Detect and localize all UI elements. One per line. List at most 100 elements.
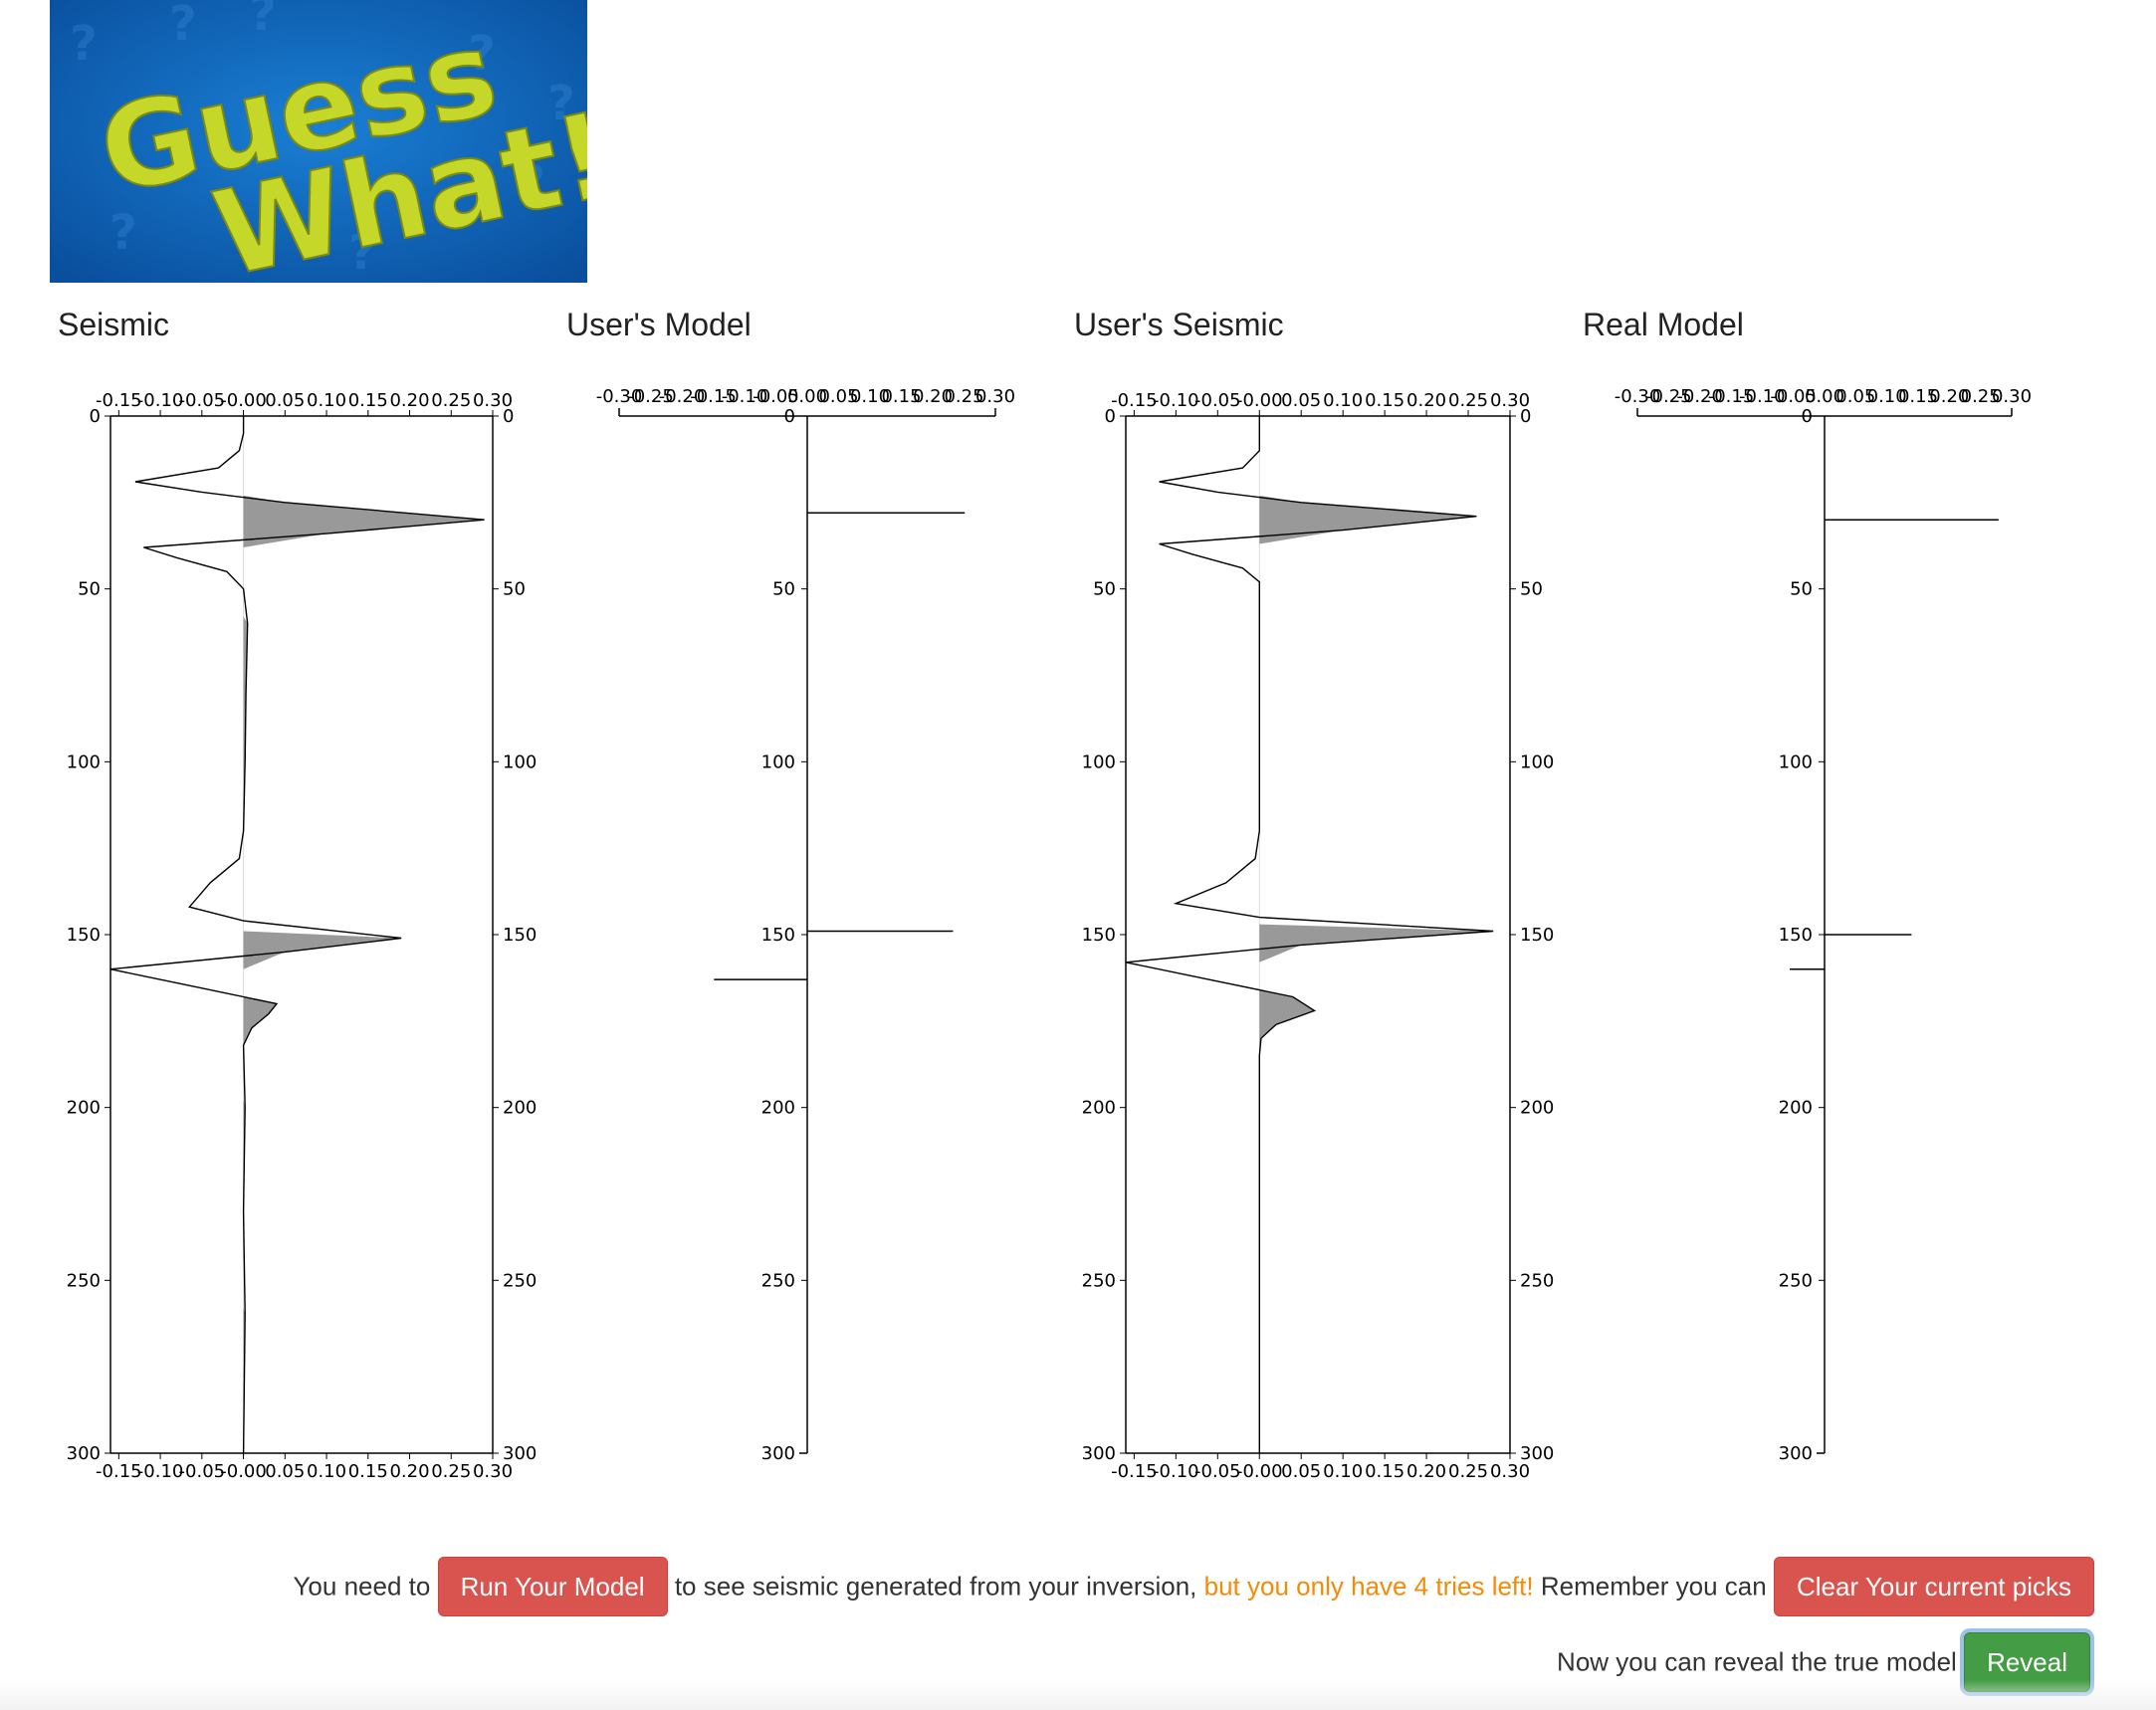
run-controls-row: You need to Run Your Model to see seismi… bbox=[0, 1557, 2156, 1616]
y-tick-label-left: 100 bbox=[1082, 751, 1116, 772]
x-tick-label-top: 0.10 bbox=[1323, 390, 1363, 411]
run-model-button[interactable]: Run Your Model bbox=[437, 1557, 668, 1616]
y-tick-label-left: 0 bbox=[1105, 406, 1116, 427]
svg-text:?: ? bbox=[518, 155, 545, 211]
x-tick-label-top: 0.15 bbox=[348, 390, 388, 411]
x-tick-label-bottom: 0.15 bbox=[1365, 1461, 1404, 1482]
panel-title-real-model: Real Model bbox=[1583, 307, 1744, 342]
x-tick-label: -0.30 bbox=[1615, 386, 1661, 407]
x-tick-label: -0.25 bbox=[1645, 386, 1692, 407]
y-tick-label-left: 300 bbox=[67, 1443, 101, 1464]
x-tick-label: -0.25 bbox=[627, 386, 674, 407]
svg-text:?: ? bbox=[70, 16, 98, 72]
x-tick-label-top: 0.05 bbox=[1281, 390, 1321, 411]
x-tick-label-top: 0.15 bbox=[1365, 390, 1404, 411]
x-tick-label-bottom: 0.10 bbox=[307, 1461, 346, 1482]
x-tick-label: -0.20 bbox=[659, 386, 706, 407]
x-tick-label-bottom: 0.25 bbox=[1448, 1461, 1488, 1482]
y-tick-label: 300 bbox=[1779, 1443, 1813, 1464]
y-tick-label-right: 250 bbox=[503, 1270, 537, 1291]
positive-fill bbox=[1259, 495, 1494, 1056]
x-tick-label: 0.15 bbox=[1898, 386, 1938, 407]
svg-text:?: ? bbox=[547, 76, 575, 131]
y-tick-label-right: 300 bbox=[503, 1443, 537, 1464]
x-tick-label-bottom: -0.05 bbox=[1194, 1461, 1241, 1482]
instruction-text-remember: Remember you can bbox=[1540, 1571, 1767, 1602]
x-tick-label-bottom: 0.30 bbox=[1490, 1461, 1530, 1482]
x-tick-label: 0.00 bbox=[787, 386, 827, 407]
y-tick-label-right: 300 bbox=[1520, 1443, 1554, 1464]
x-tick-label-bottom: 0.20 bbox=[1406, 1461, 1446, 1482]
reveal-controls-row: Now you can reveal the true model Reveal bbox=[0, 1632, 2156, 1692]
seismic-trace bbox=[1125, 416, 1494, 1453]
y-tick-label-left: 50 bbox=[78, 579, 101, 600]
x-tick-label: -0.10 bbox=[1739, 386, 1786, 407]
x-tick-label: 0.10 bbox=[1867, 386, 1907, 407]
y-tick-label: 300 bbox=[761, 1443, 795, 1464]
x-tick-label: -0.10 bbox=[722, 386, 768, 407]
guess-what-logo: ??? ??? ?? Guess What! bbox=[50, 0, 587, 283]
x-tick-label-bottom: -0.10 bbox=[1153, 1461, 1199, 1482]
y-tick-label: 0 bbox=[1802, 406, 1813, 427]
x-tick-label-bottom: -0.00 bbox=[220, 1461, 267, 1482]
x-tick-label-bottom: 0.15 bbox=[348, 1461, 388, 1482]
y-tick-label: 150 bbox=[1779, 925, 1813, 946]
panel-title-users-seismic: User's Seismic bbox=[1074, 307, 1284, 342]
y-tick-label-right: 50 bbox=[1520, 579, 1543, 600]
y-tick-label: 100 bbox=[761, 751, 795, 772]
x-tick-label: 0.20 bbox=[1929, 386, 1969, 407]
x-tick-label-bottom: -0.00 bbox=[1236, 1461, 1283, 1482]
y-tick-label-left: 150 bbox=[67, 925, 101, 946]
y-tick-label-left: 200 bbox=[67, 1098, 101, 1119]
svg-text:?: ? bbox=[109, 205, 137, 261]
chart-3: -0.30-0.25-0.20-0.15-0.10-0.050.000.050.… bbox=[1615, 386, 2032, 1464]
x-tick-label: 0.10 bbox=[850, 386, 890, 407]
y-tick-label-left: 300 bbox=[1082, 1443, 1116, 1464]
y-tick-label: 200 bbox=[1779, 1098, 1813, 1119]
page-bottom-fade bbox=[0, 1680, 2156, 1710]
x-tick-label-bottom: 0.05 bbox=[265, 1461, 305, 1482]
x-tick-label-top: -0.10 bbox=[1153, 390, 1199, 411]
y-tick-label-left: 50 bbox=[1093, 579, 1116, 600]
x-tick-label-top: 0.20 bbox=[1406, 390, 1446, 411]
x-tick-label: -0.15 bbox=[690, 386, 737, 407]
x-tick-label: 0.05 bbox=[1835, 386, 1875, 407]
x-tick-label-top: -0.00 bbox=[220, 390, 267, 411]
x-tick-label: 0.20 bbox=[913, 386, 953, 407]
x-tick-label-top: -0.00 bbox=[1236, 390, 1283, 411]
x-tick-label-top: -0.05 bbox=[1194, 390, 1241, 411]
x-tick-label: -0.15 bbox=[1708, 386, 1755, 407]
panel-title-seismic: Seismic bbox=[58, 307, 170, 342]
x-tick-label: -0.05 bbox=[1770, 386, 1817, 407]
y-tick-label-left: 150 bbox=[1082, 925, 1116, 946]
x-tick-label-bottom: -0.05 bbox=[179, 1461, 226, 1482]
x-tick-label-top: -0.15 bbox=[96, 390, 142, 411]
panel-title-users-model: User's Model bbox=[566, 307, 752, 342]
y-tick-label: 200 bbox=[761, 1098, 795, 1119]
x-tick-label-top: 0.05 bbox=[265, 390, 305, 411]
instruction-text-need: You need to bbox=[293, 1571, 431, 1602]
positive-fill bbox=[243, 495, 485, 1453]
x-tick-label-bottom: 0.10 bbox=[1323, 1461, 1363, 1482]
x-tick-label: 0.05 bbox=[818, 386, 858, 407]
y-tick-label: 50 bbox=[1790, 579, 1813, 600]
charts-area: -0.15-0.15-0.10-0.10-0.05-0.05-0.00-0.00… bbox=[67, 386, 2032, 1482]
y-tick-label-right: 50 bbox=[503, 579, 526, 600]
x-tick-label-top: 0.10 bbox=[307, 390, 346, 411]
x-tick-label-top: 0.20 bbox=[389, 390, 429, 411]
x-tick-label-top: -0.15 bbox=[1111, 390, 1158, 411]
y-tick-label-right: 150 bbox=[503, 925, 537, 946]
x-tick-label-top: -0.10 bbox=[137, 390, 184, 411]
y-tick-label-right: 100 bbox=[503, 751, 537, 772]
y-tick-label: 150 bbox=[761, 925, 795, 946]
y-tick-label-left: 250 bbox=[1082, 1270, 1116, 1291]
x-tick-label-top: -0.05 bbox=[179, 390, 226, 411]
x-tick-label-bottom: -0.15 bbox=[1111, 1461, 1158, 1482]
y-tick-label-right: 200 bbox=[1520, 1098, 1554, 1119]
x-tick-label-bottom: 0.20 bbox=[389, 1461, 429, 1482]
y-tick-label: 250 bbox=[761, 1270, 795, 1291]
x-tick-label: 0.25 bbox=[1961, 386, 2001, 407]
y-tick-label-left: 100 bbox=[67, 751, 101, 772]
clear-picks-button[interactable]: Clear Your current picks bbox=[1773, 1557, 2094, 1616]
svg-text:?: ? bbox=[249, 0, 277, 42]
